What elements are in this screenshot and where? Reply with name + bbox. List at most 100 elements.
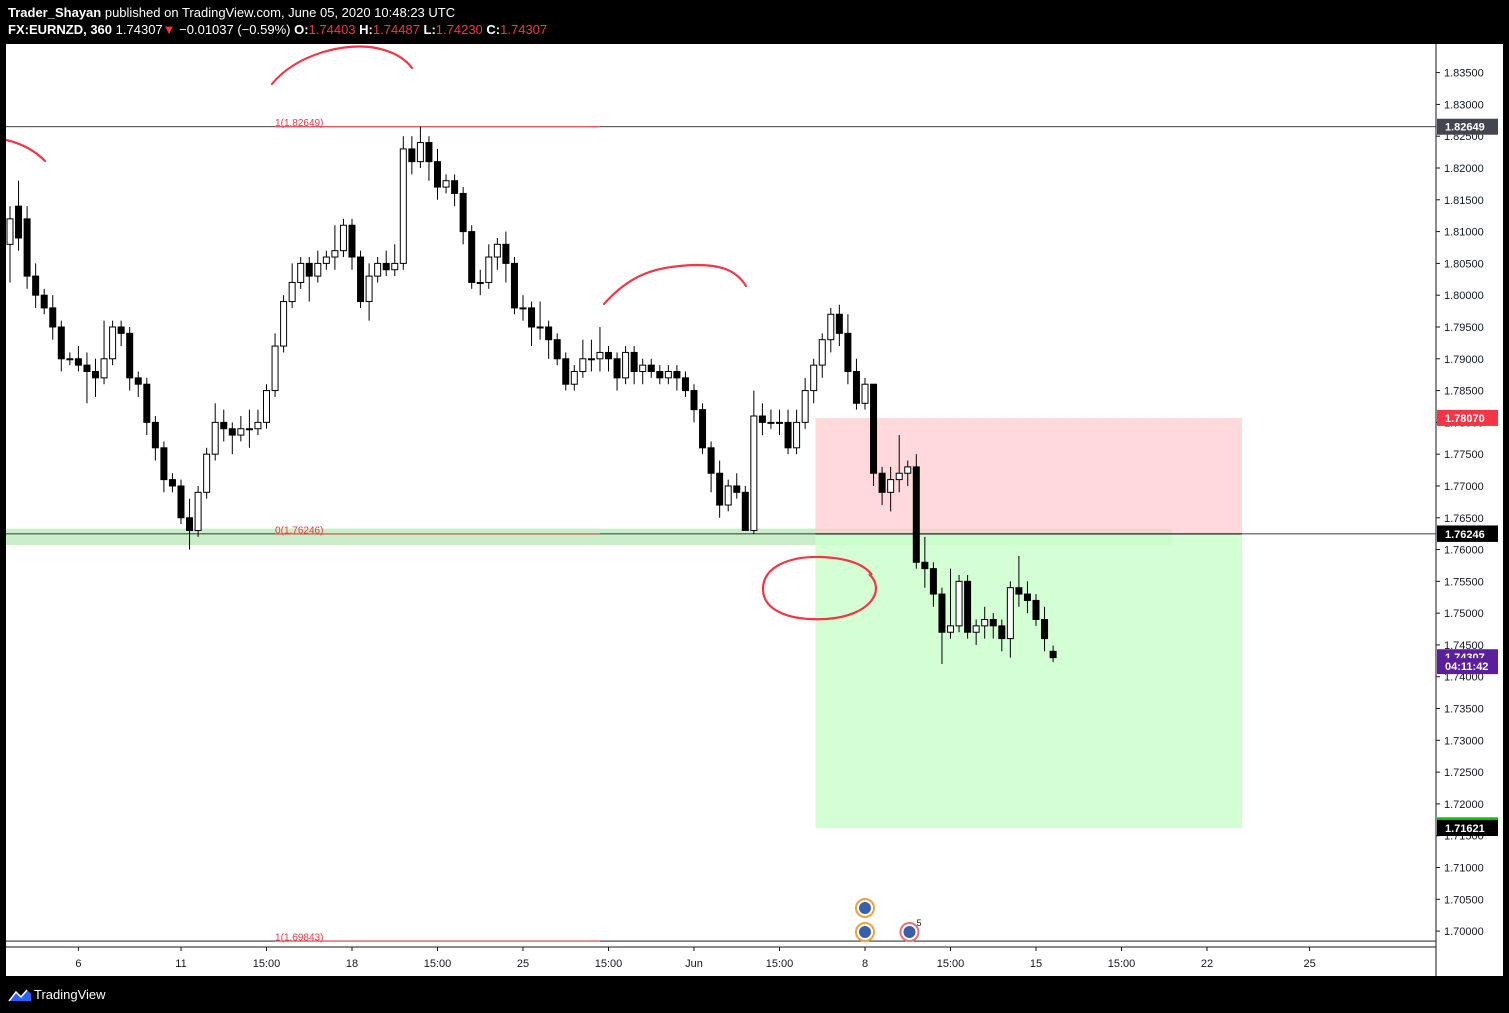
candle: [579, 339, 587, 378]
price-chart[interactable]: 1(1.82649) 0(1.76246) 1(1.69843) 1.83500 1.8…: [6, 44, 1503, 976]
candle: [245, 409, 253, 448]
candle-body: [989, 619, 997, 627]
price-tag-0: 1.82649: [1437, 118, 1498, 135]
price-axis: 1.835001.830001.825001.820001.815001.810…: [1436, 68, 1484, 938]
candle-body: [220, 421, 228, 430]
candle-body: [254, 421, 262, 430]
candle: [1006, 581, 1014, 658]
candle: [399, 136, 407, 270]
candle-body: [451, 180, 459, 194]
candle-body: [160, 447, 168, 481]
price-tick-label: 1.76500: [1444, 513, 1484, 525]
candle-body: [707, 447, 715, 474]
candle-body: [528, 307, 536, 328]
candle-body: [245, 428, 253, 431]
candle-body: [793, 421, 801, 449]
candle-body: [964, 580, 972, 633]
candle: [887, 466, 895, 512]
close-label: C:: [486, 22, 501, 37]
candle-body: [143, 383, 151, 423]
candle: [519, 295, 527, 321]
candle-body: [878, 472, 886, 493]
annotation-circle: [761, 555, 877, 621]
candle: [194, 485, 202, 537]
candle-body: [570, 370, 578, 385]
brand-name[interactable]: TradingView: [34, 987, 106, 1002]
close-value: 1.74307: [500, 22, 548, 37]
candle-body: [553, 339, 561, 360]
candle: [434, 148, 441, 200]
candle: [382, 250, 390, 277]
candle-body: [288, 281, 296, 303]
stop-loss-zone: [815, 417, 1242, 534]
candle: [374, 257, 382, 283]
candle: [468, 225, 476, 289]
candle: [442, 174, 450, 194]
candle-body: [1032, 599, 1040, 621]
candle-body: [1006, 587, 1014, 640]
candle: [767, 409, 775, 429]
candle-body: [305, 262, 313, 277]
candle-body: [339, 224, 347, 252]
candle-body: [416, 142, 424, 163]
candle-body: [870, 383, 878, 474]
price-tick-label: 1.74000: [1444, 672, 1484, 684]
candle-body: [203, 453, 211, 493]
low-label: L:: [423, 22, 436, 37]
candle-body: [493, 243, 501, 258]
candle-body: [733, 485, 741, 493]
candle-body: [408, 148, 416, 163]
candle: [630, 346, 638, 385]
candle-body: [374, 262, 382, 277]
candle-body: [998, 625, 1006, 640]
candle-body: [699, 409, 707, 449]
candle-body: [23, 218, 31, 277]
time-tick-label: 15: [1030, 958, 1042, 970]
price-tag-bg: [1437, 820, 1498, 837]
candle: [699, 403, 707, 455]
candle: [451, 174, 459, 207]
candle: [528, 301, 536, 347]
candle: [254, 409, 262, 436]
candle: [365, 263, 373, 321]
price-tick-label: 1.83000: [1444, 99, 1484, 111]
candle-body: [947, 625, 954, 633]
candle: [972, 619, 980, 645]
candle: [143, 377, 151, 436]
candle: [49, 295, 57, 340]
candle: [476, 269, 484, 296]
chart-frame[interactable]: 1(1.82649) 0(1.76246) 1(1.69843) 1.83500 1.8…: [6, 44, 1503, 976]
candle-body: [801, 390, 809, 423]
candle-body: [938, 593, 946, 633]
candle-body: [357, 256, 365, 303]
price-tick-label: 1.75500: [1444, 576, 1484, 588]
price-tick-label: 1.73000: [1444, 735, 1484, 747]
candle: [331, 225, 339, 270]
candle-body: [673, 370, 681, 379]
time-axis: 6 11 15:00 18 15:00 25 15:00 Jun 15:00 8 15:00 15 15…: [75, 947, 1316, 970]
annotation-arc-0: [270, 45, 414, 86]
candle-body: [776, 421, 783, 424]
candle-body: [852, 370, 860, 404]
candle-body: [861, 383, 869, 404]
time-tick-label: 15:00: [424, 958, 452, 970]
time-tick-label: 25: [1303, 958, 1315, 970]
candle-body: [929, 568, 937, 595]
candles: [6, 126, 1057, 665]
candle-body: [297, 262, 305, 283]
author-name[interactable]: Trader_Shayan: [8, 5, 102, 20]
price-tag-bg: [1437, 658, 1498, 675]
fib-level-label-1: 0(1.76246): [275, 525, 323, 536]
candle: [929, 562, 937, 607]
symbol-label[interactable]: FX:EURNZD, 360: [8, 22, 113, 37]
candle: [776, 409, 783, 436]
candle: [357, 250, 365, 308]
candle: [801, 377, 809, 429]
candle-body: [921, 561, 929, 570]
last-price: 1.74307: [115, 22, 163, 37]
candle: [151, 416, 159, 461]
candle: [134, 371, 142, 397]
candle: [203, 447, 211, 499]
candle: [784, 409, 792, 455]
price-tag-bg: [1437, 118, 1498, 135]
